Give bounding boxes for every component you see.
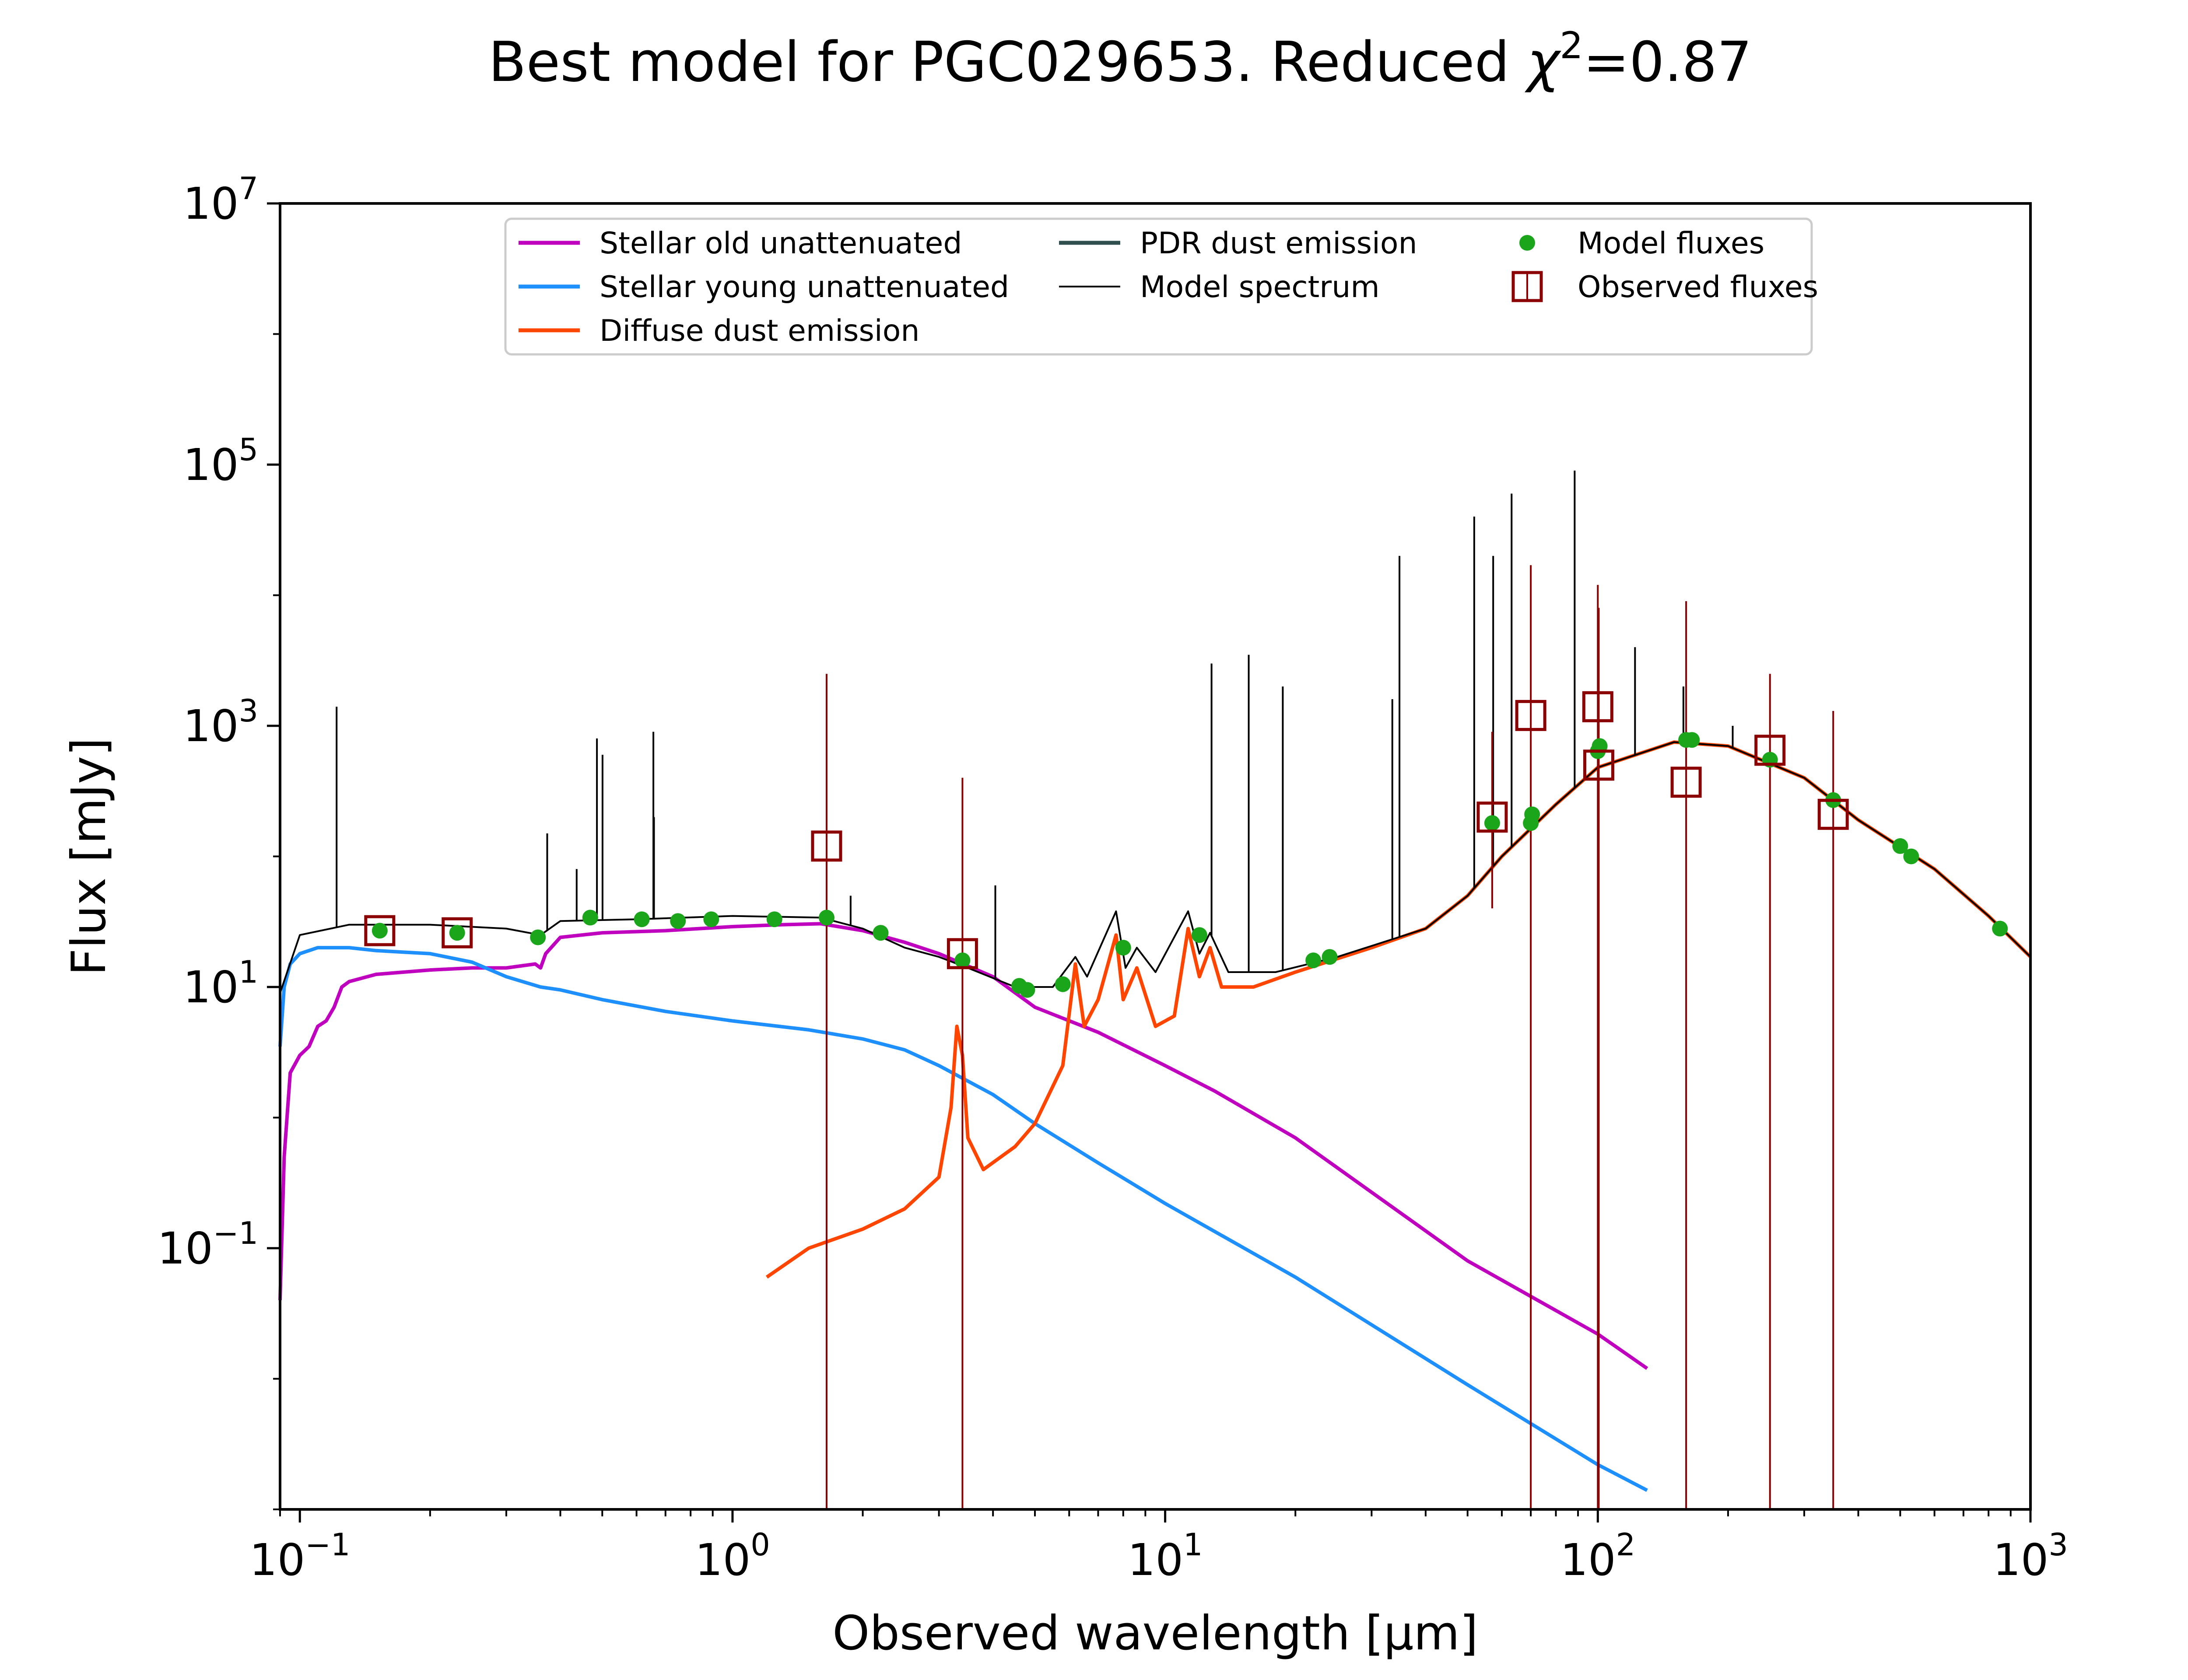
observed-flux-point xyxy=(811,830,842,862)
y-axis-label: Flux [mJy] xyxy=(62,738,116,976)
model-flux-point xyxy=(1115,940,1131,956)
model-flux-point xyxy=(1903,848,1919,864)
y-tick-label: 101 xyxy=(183,954,258,1013)
x-axis-label: Observed wavelength [μm] xyxy=(832,1606,1478,1661)
legend-label: Model fluxes xyxy=(1578,226,1764,261)
observed-flux-point xyxy=(442,917,473,948)
marker-layer xyxy=(364,691,2008,998)
observed-flux-point xyxy=(1754,735,1786,766)
model-flux-point xyxy=(634,911,650,928)
model-flux-point xyxy=(1055,976,1071,992)
observed-flux-point xyxy=(1582,691,1613,722)
y-tick-label: 105 xyxy=(183,432,258,490)
model-flux-point xyxy=(1892,838,1908,854)
observed-flux-point xyxy=(364,915,396,946)
model-flux-point xyxy=(1019,982,1035,998)
legend-swatch xyxy=(1519,235,1535,251)
legend-label: Diffuse dust emission xyxy=(600,314,919,348)
model-flux-point xyxy=(1191,927,1207,943)
model-flux-point xyxy=(1322,949,1338,965)
x-tick-label: 10−1 xyxy=(249,1527,350,1586)
model-flux-point xyxy=(766,911,782,928)
series-line-model-spectrum xyxy=(279,741,2031,994)
model-flux-point xyxy=(873,925,889,941)
x-tick-label: 100 xyxy=(695,1527,770,1586)
legend-label: Stellar young unattenuated xyxy=(600,270,1009,304)
x-tick-label: 101 xyxy=(1128,1527,1203,1586)
model-flux-point xyxy=(1305,952,1322,969)
model-flux-point xyxy=(703,911,719,928)
x-tick-label: 102 xyxy=(1560,1527,1635,1586)
legend-label: Stellar old unattenuated xyxy=(600,226,962,261)
model-flux-point xyxy=(1524,806,1540,822)
observed-flux-point xyxy=(1817,798,1849,830)
model-flux-point xyxy=(582,910,598,926)
model-flux-point xyxy=(670,913,686,929)
series-line-stellar-young-unattenuated xyxy=(278,946,1648,1492)
series-layer xyxy=(278,470,2032,1492)
y-tick-label: 103 xyxy=(183,693,258,752)
observed-flux-point xyxy=(1476,802,1508,833)
model-flux-point xyxy=(954,952,971,969)
model-flux-point xyxy=(1484,815,1500,831)
legend-label: PDR dust emission xyxy=(1140,226,1417,261)
observed-flux-point xyxy=(1583,749,1614,781)
model-flux-point xyxy=(1684,732,1700,748)
legend: Stellar old unattenuated Stellar young un… xyxy=(504,217,1818,356)
legend-box xyxy=(504,217,1813,356)
y-tick-label: 10−1 xyxy=(158,1215,258,1274)
observed-flux-point xyxy=(1515,700,1546,731)
legend-label: Model spectrum xyxy=(1140,270,1380,304)
model-flux-point xyxy=(530,929,546,945)
model-flux-point xyxy=(372,923,388,939)
legend-label: Observed fluxes xyxy=(1578,270,1818,304)
model-flux-point xyxy=(1992,920,2008,937)
observed-flux-point xyxy=(947,938,978,970)
model-flux-point xyxy=(449,925,465,941)
series-line-stellar-old-unattenuated xyxy=(278,922,1648,1370)
plot-area xyxy=(278,470,2032,1509)
x-axis: 10−1 100 101 102 103 xyxy=(249,1509,2068,1586)
model-flux-point xyxy=(818,910,835,926)
y-tick-label: 107 xyxy=(183,171,258,229)
y-axis: 10−1 101 103 105 107 xyxy=(158,171,280,1510)
x-tick-label: 103 xyxy=(1993,1527,2068,1586)
chart-title: Best model for PGC029653. Reduced χ2=0.8… xyxy=(488,24,1752,94)
observed-flux-point xyxy=(1670,766,1702,798)
